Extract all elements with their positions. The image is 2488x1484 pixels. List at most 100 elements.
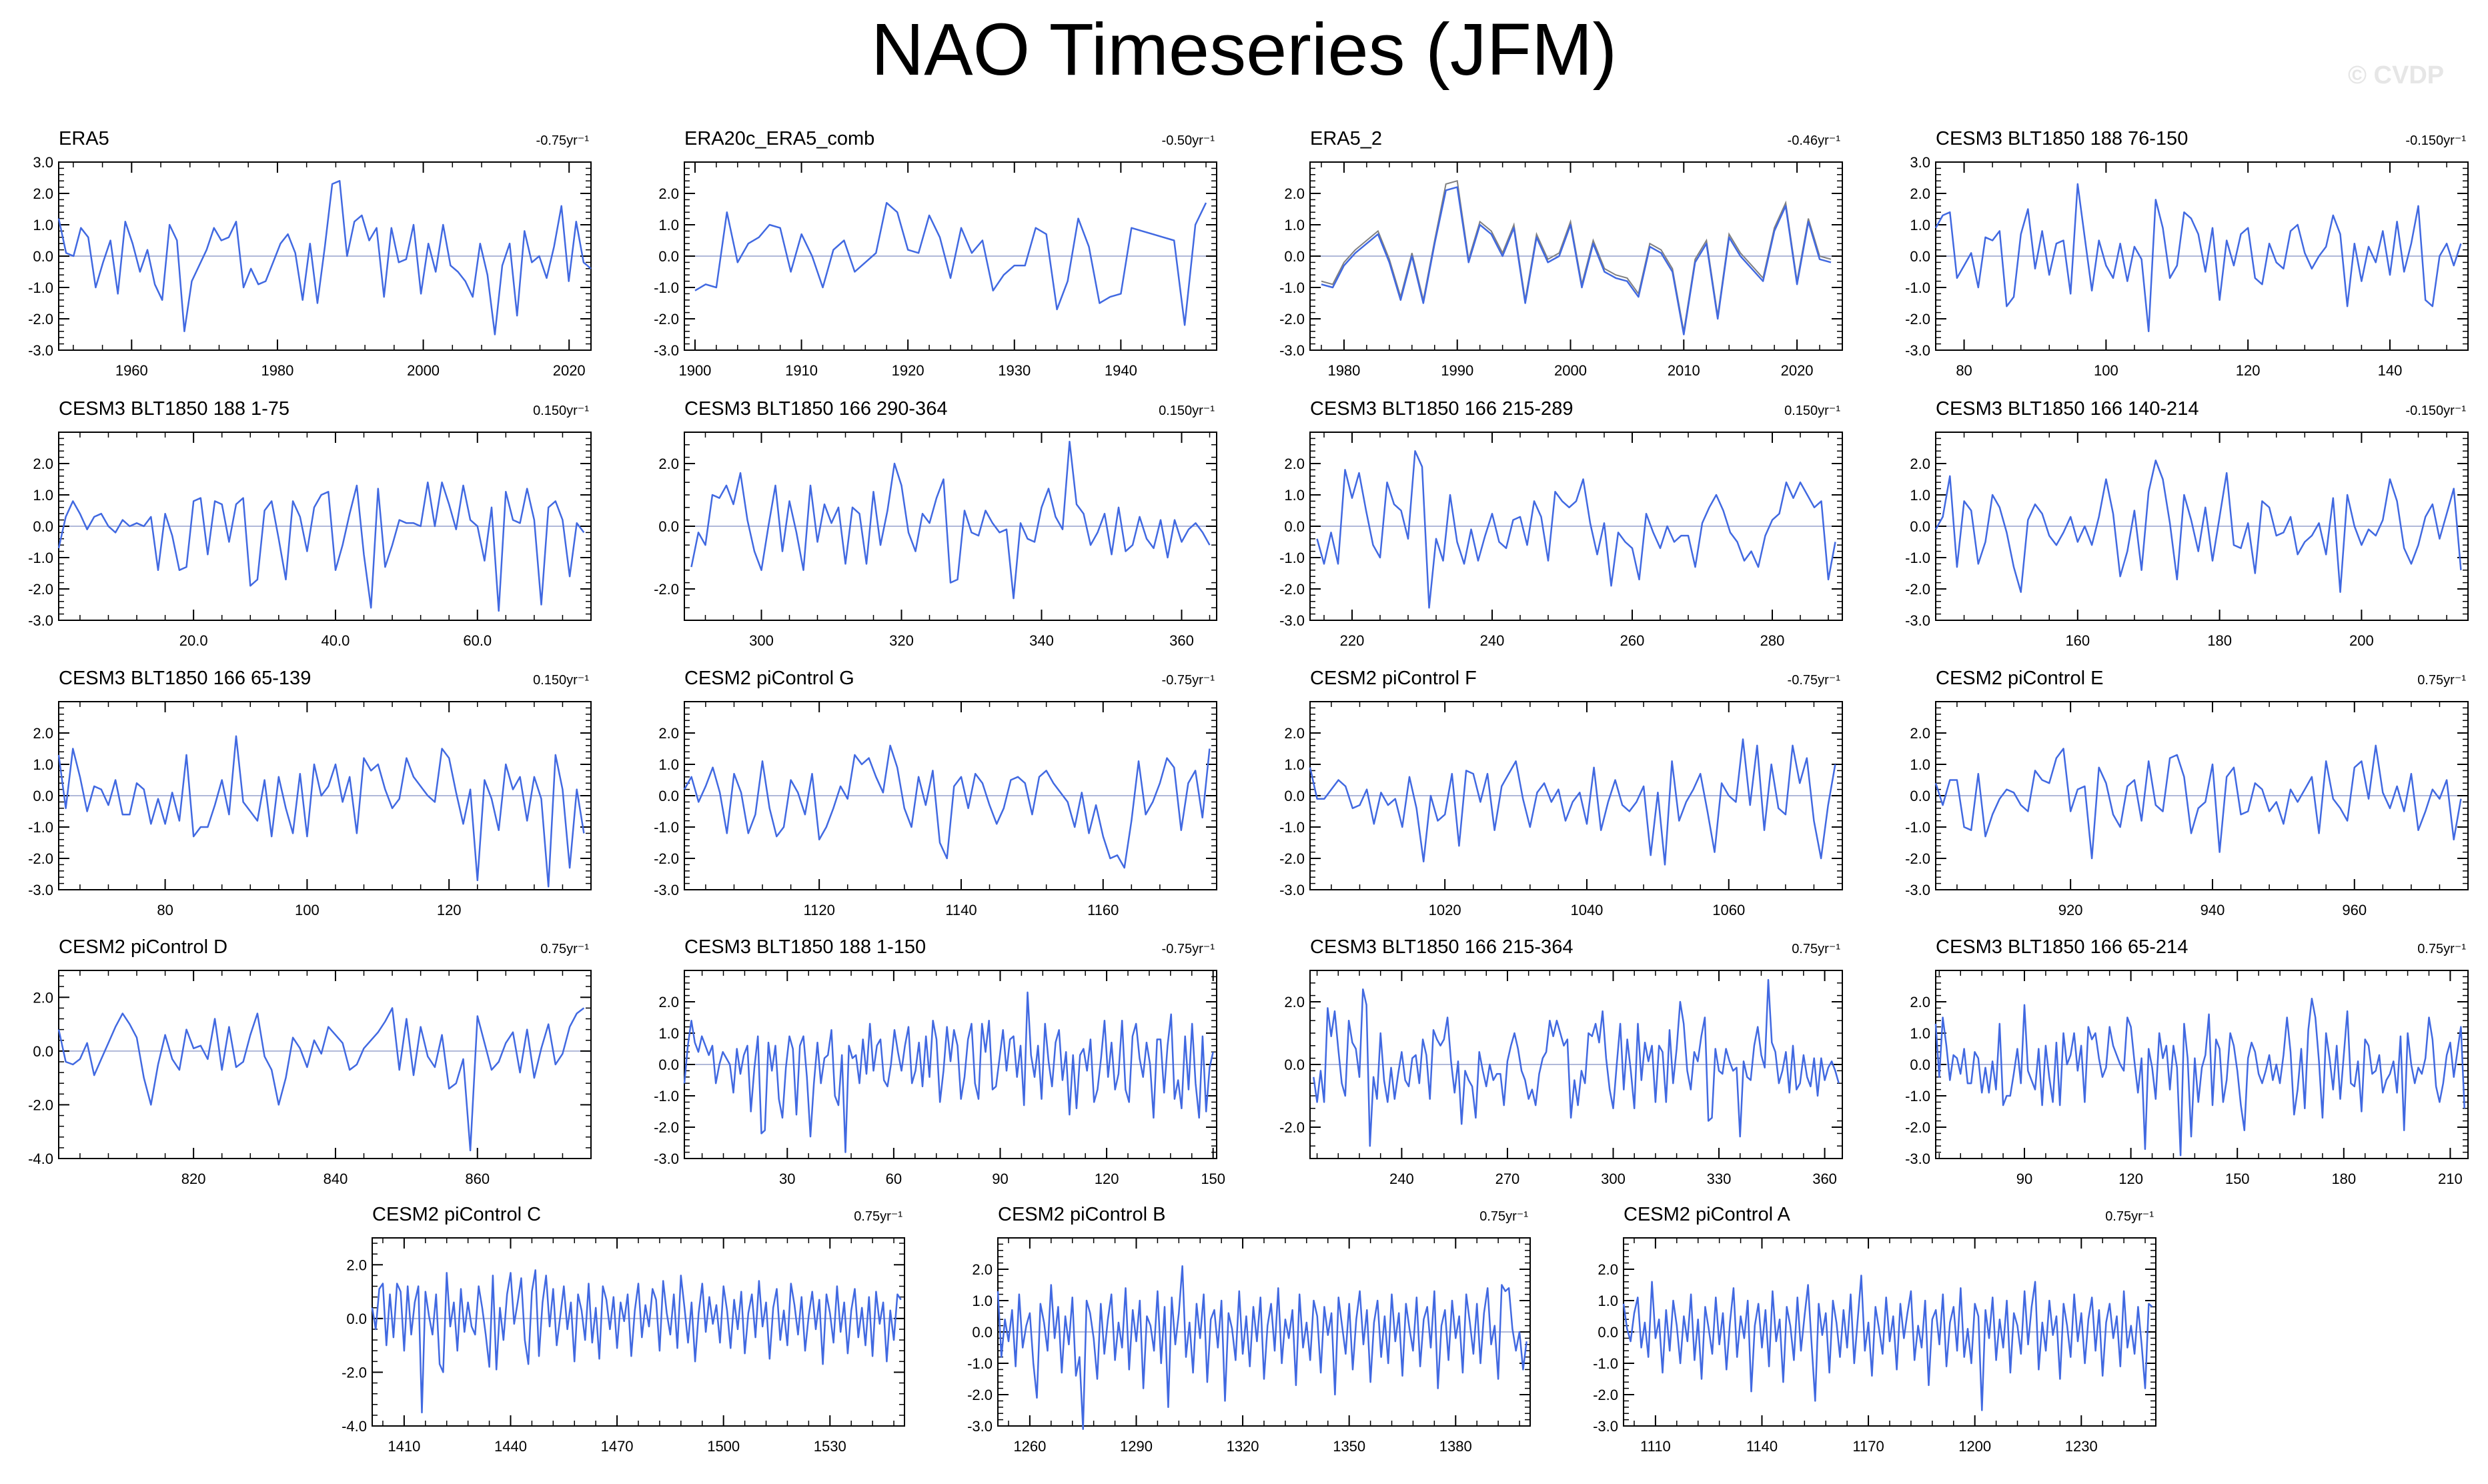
x-tick-label: 330 <box>1707 1171 1732 1187</box>
x-tick-label: 1120 <box>804 902 835 918</box>
y-tick-label: 2.0 <box>33 185 53 202</box>
series-line <box>683 744 1211 869</box>
y-tick-label: 0.0 <box>658 788 679 804</box>
chart-panel-19: CESM2 piControl A 0.75yr⁻¹ -3.0 -2.0 -1.0 0.0… <box>1593 1204 2156 1455</box>
series-line <box>997 1265 1527 1430</box>
panel-title: CESM2 piControl A <box>1624 1204 1790 1225</box>
x-tick-label: 1930 <box>998 362 1031 379</box>
series-line <box>57 481 585 612</box>
y-tick-label: -2.0 <box>1279 1119 1305 1136</box>
y-tick-label: -3.0 <box>28 612 53 629</box>
series-line <box>1622 1275 2153 1411</box>
series-line <box>1934 460 2462 593</box>
y-tick-label: 1.0 <box>33 217 53 233</box>
y-tick-label: -3.0 <box>1279 342 1305 359</box>
y-tick-label: -4.0 <box>342 1418 367 1435</box>
x-tick-label: 120 <box>1095 1171 1119 1187</box>
trend-label: 0.150yr⁻¹ <box>533 673 589 688</box>
chart-panel-3: ERA5_2 -0.46yr⁻¹ -3.0 -2.0 -1.0 0.0 1.0 2.0 1980… <box>1279 128 1843 379</box>
x-tick-label: 1900 <box>678 362 711 379</box>
y-tick-label: -3.0 <box>1905 1151 1930 1167</box>
y-tick-label: -2.0 <box>654 581 679 598</box>
y-tick-label: -2.0 <box>1279 850 1305 867</box>
y-tick-label: -3.0 <box>654 1151 679 1167</box>
series-line <box>1934 998 2465 1157</box>
x-tick-label: 1530 <box>814 1438 846 1455</box>
y-tick-label: 2.0 <box>33 725 53 742</box>
y-tick-label: -2.0 <box>1905 1119 1930 1136</box>
panel-title: CESM3 BLT1850 166 290-364 <box>684 398 947 420</box>
x-tick-label: 1990 <box>1441 362 1473 379</box>
y-tick-label: 2.0 <box>1910 994 1930 1010</box>
y-tick-label: -1.0 <box>28 550 53 566</box>
panel-title: CESM3 BLT1850 166 215-289 <box>1310 398 1573 420</box>
y-tick-label: 2.0 <box>972 1261 993 1278</box>
chart-panel-10: CESM2 piControl G -0.75yr⁻¹ -3.0 -2.0 -1.0 0.… <box>654 668 1217 918</box>
chart-panel-7: CESM3 BLT1850 166 215-289 0.150yr⁻¹ -3.0 -2… <box>1279 398 1843 649</box>
panel-title: ERA5_2 <box>1310 128 1382 149</box>
x-tick-label: 840 <box>324 1171 348 1187</box>
y-tick-label: 2.0 <box>1910 185 1930 202</box>
panel-title: CESM3 BLT1850 188 76-150 <box>1936 128 2188 149</box>
x-tick-label: 1410 <box>388 1438 420 1455</box>
x-tick-label: 940 <box>2201 902 2225 918</box>
y-tick-label: 3.0 <box>33 154 53 171</box>
x-tick-label: 90 <box>2016 1171 2032 1187</box>
y-tick-label: 1.0 <box>658 1025 679 1042</box>
y-tick-label: 0.0 <box>33 518 53 535</box>
y-tick-label: -3.0 <box>1279 882 1305 898</box>
x-tick-label: 360 <box>1169 632 1194 649</box>
x-tick-label: 1040 <box>1570 902 1603 918</box>
trend-label: 0.150yr⁻¹ <box>1159 404 1215 418</box>
panel-title: CESM2 piControl D <box>59 936 227 958</box>
y-tick-label: 2.0 <box>1284 456 1305 472</box>
x-tick-label: 90 <box>992 1171 1008 1187</box>
x-tick-label: 1350 <box>1333 1438 1365 1455</box>
y-tick-label: 0.0 <box>1598 1324 1618 1341</box>
x-tick-label: 1940 <box>1105 362 1137 379</box>
x-tick-label: 240 <box>1389 1171 1414 1187</box>
y-tick-label: -1.0 <box>28 279 53 296</box>
y-tick-label: -1.0 <box>1593 1355 1618 1372</box>
chart-panel-9: CESM3 BLT1850 166 65-139 0.150yr⁻¹ -3.0 -2.… <box>28 668 592 918</box>
x-tick-label: 1260 <box>1013 1438 1046 1455</box>
trend-label: -0.50yr⁻¹ <box>1162 133 1215 148</box>
y-tick-label: 0.0 <box>1284 1056 1305 1073</box>
y-tick-label: 1.0 <box>1910 756 1930 773</box>
y-tick-label: 1.0 <box>1910 217 1930 233</box>
x-tick-label: 240 <box>1480 632 1505 649</box>
y-tick-label: -3.0 <box>967 1418 993 1435</box>
y-tick-label: -2.0 <box>1279 581 1305 598</box>
y-tick-label: -3.0 <box>28 342 53 359</box>
y-tick-label: 2.0 <box>346 1257 367 1273</box>
y-tick-label: 1.0 <box>1598 1293 1618 1309</box>
y-tick-label: 0.0 <box>346 1311 367 1327</box>
y-tick-label: 0.0 <box>1910 1056 1930 1073</box>
x-tick-label: 30 <box>779 1171 795 1187</box>
panel-title: CESM2 piControl C <box>372 1204 541 1225</box>
x-tick-label: 1170 <box>1852 1438 1884 1455</box>
series-line <box>57 1007 585 1152</box>
y-tick-label: 0.0 <box>1910 788 1930 804</box>
x-tick-label: 1020 <box>1429 902 1461 918</box>
series-line <box>690 440 1211 600</box>
chart-panel-11: CESM2 piControl F -0.75yr⁻¹ -3.0 -2.0 -1.0 0.… <box>1279 668 1843 918</box>
y-tick-label: 1.0 <box>972 1293 993 1309</box>
panel-title: ERA20c_ERA5_comb <box>684 128 874 149</box>
x-tick-label: 1910 <box>785 362 818 379</box>
trend-label: 0.150yr⁻¹ <box>1784 404 1840 418</box>
x-tick-label: 210 <box>2438 1171 2463 1187</box>
x-tick-label: 1140 <box>945 902 977 918</box>
chart-panel-1: ERA5 -0.75yr⁻¹ -3.0 -2.0 -1.0 0.0 1.0 2.0 3.0 196… <box>28 128 592 379</box>
x-tick-label: 150 <box>2225 1171 2250 1187</box>
x-tick-label: 1440 <box>494 1438 527 1455</box>
panel-title: CESM3 BLT1850 188 1-150 <box>684 936 926 958</box>
panel-title: CESM3 BLT1850 166 65-139 <box>59 668 311 689</box>
x-tick-label: 360 <box>1812 1171 1837 1187</box>
panel-title: CESM3 BLT1850 166 215-364 <box>1310 936 1573 958</box>
trend-label: 0.75yr⁻¹ <box>2417 673 2466 688</box>
panel-title: CESM2 piControl F <box>1310 668 1477 689</box>
y-tick-label: -3.0 <box>1905 882 1930 898</box>
x-tick-label: 1110 <box>1640 1438 1671 1455</box>
